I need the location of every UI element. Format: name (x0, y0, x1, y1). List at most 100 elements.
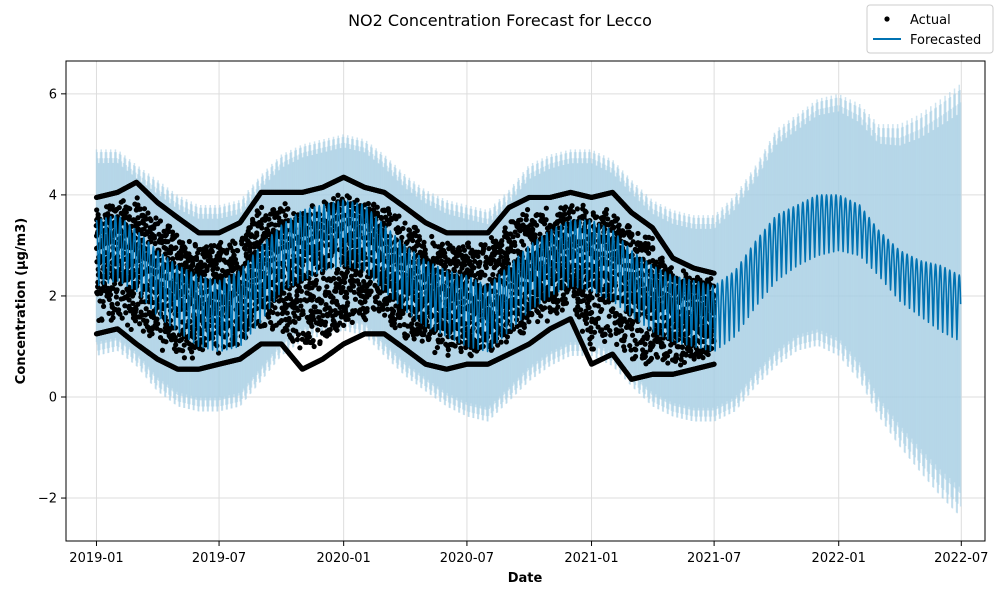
actual-point (181, 342, 187, 348)
actual-point (345, 316, 351, 322)
actual-point (317, 309, 323, 315)
actual-point (247, 241, 253, 247)
actual-point (331, 195, 337, 202)
actual-point (179, 240, 186, 246)
actual-point (354, 197, 360, 203)
actual-point (330, 275, 337, 282)
actual-point (281, 290, 287, 296)
actual-point (174, 232, 180, 238)
actual-point (159, 347, 166, 353)
actual-point (127, 206, 133, 212)
actual-point (134, 195, 140, 201)
actual-point (364, 308, 370, 314)
actual-point (258, 221, 264, 227)
actual-point (148, 217, 154, 224)
actual-point (298, 303, 304, 309)
actual-point (316, 285, 322, 291)
actual-point (268, 221, 275, 227)
actual-point (116, 204, 122, 211)
actual-point (151, 233, 157, 239)
actual-point (414, 228, 420, 234)
actual-point (278, 318, 285, 324)
actual-point (333, 288, 339, 294)
actual-point (284, 327, 290, 333)
actual-point (214, 266, 221, 272)
actual-point (271, 207, 277, 213)
actual-point (343, 291, 350, 297)
actual-point (295, 332, 302, 338)
actual-point (421, 239, 427, 245)
actual-point (292, 319, 298, 325)
actual-point (334, 327, 340, 333)
actual-point (165, 239, 171, 245)
actual-point (445, 347, 452, 353)
chart-title: NO2 Concentration Forecast for Lecco (348, 11, 652, 30)
actual-point (155, 321, 161, 327)
actual-point (110, 285, 116, 292)
actual-point (342, 279, 348, 286)
actual-point (439, 241, 446, 247)
actual-point (124, 322, 131, 328)
actual-point (298, 288, 305, 294)
actual-point (116, 307, 122, 313)
actual-point (297, 345, 303, 351)
actual-point (128, 326, 134, 333)
actual-point (445, 352, 451, 358)
actual-point (292, 313, 298, 319)
actual-point (135, 301, 141, 307)
actual-point (294, 292, 300, 299)
actual-point (266, 314, 272, 320)
actual-point (263, 213, 269, 219)
actual-point (180, 348, 186, 354)
actual-point (422, 247, 428, 253)
actual-point (438, 258, 445, 264)
actual-point (404, 333, 411, 339)
actual-point (126, 214, 132, 220)
actual-point (204, 266, 210, 272)
actual-point (399, 234, 405, 241)
actual-point (410, 237, 416, 244)
actual-point (123, 209, 129, 216)
actual-point (130, 300, 136, 307)
actual-point (166, 223, 173, 230)
actual-point (320, 313, 326, 319)
actual-point (114, 287, 120, 293)
actual-point (225, 268, 231, 274)
actual-point (309, 323, 315, 329)
actual-point (254, 232, 260, 238)
actual-point (182, 245, 188, 251)
actual-point (143, 216, 149, 222)
actual-point (106, 296, 113, 303)
actual-point (218, 239, 224, 246)
actual-point (419, 338, 425, 344)
actual-point (368, 288, 374, 294)
actual-point (169, 229, 176, 235)
actual-point (294, 336, 301, 343)
actual-point (290, 338, 296, 344)
actual-point (310, 294, 317, 300)
actual-point (284, 310, 290, 316)
actual-point (168, 337, 175, 343)
actual-point (234, 248, 241, 254)
actual-point (311, 343, 317, 350)
actual-point (247, 248, 253, 254)
actual-point (190, 262, 196, 268)
actual-point (351, 289, 357, 295)
actual-point (173, 337, 179, 344)
actual-point (137, 321, 143, 327)
actual-point (300, 311, 306, 317)
actual-point (374, 204, 380, 210)
actual-point (231, 252, 237, 258)
actual-point (94, 207, 100, 213)
actual-point (411, 336, 417, 342)
actual-point (145, 210, 151, 216)
actual-point (280, 208, 286, 214)
actual-point (349, 319, 355, 325)
actual-point (341, 322, 347, 328)
actual-point (114, 301, 121, 307)
actual-point (282, 201, 288, 207)
actual-point (152, 240, 158, 247)
actual-point (113, 294, 119, 300)
actual-point (143, 306, 149, 312)
actual-point (345, 300, 351, 306)
